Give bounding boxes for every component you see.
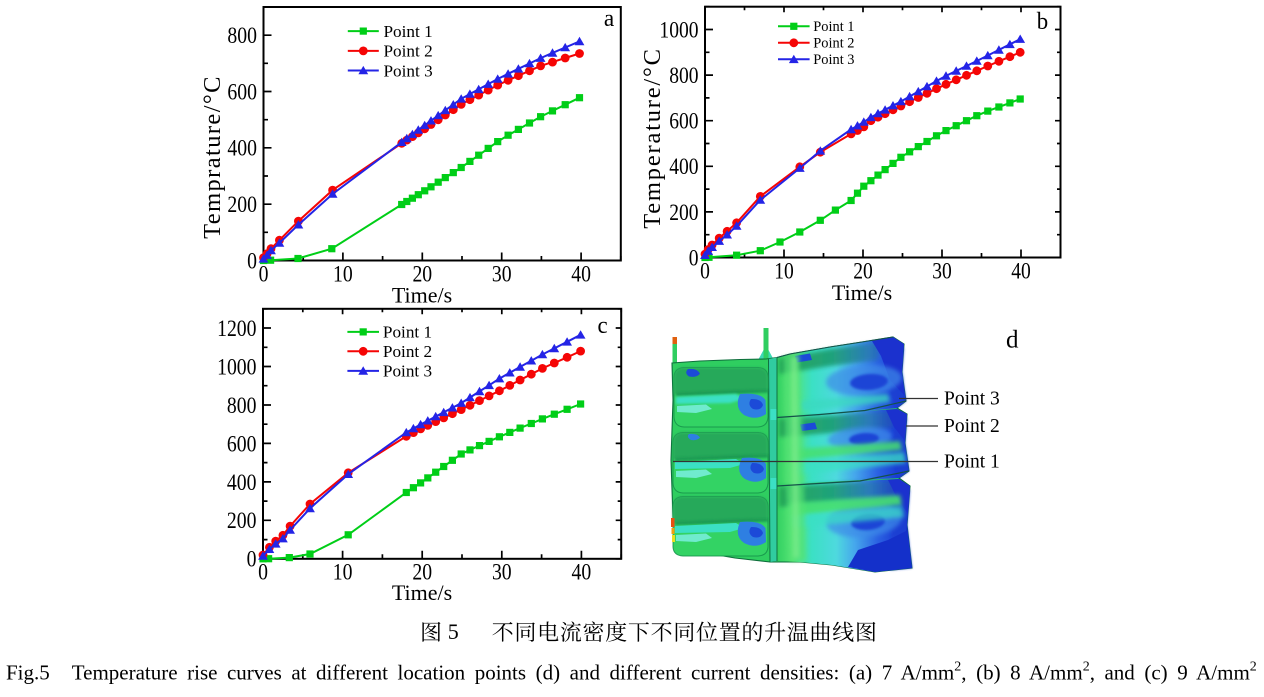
svg-text:1000: 1000	[217, 354, 256, 380]
svg-text:10: 10	[333, 559, 353, 585]
svg-text:400: 400	[669, 154, 698, 180]
svg-text:0: 0	[258, 559, 268, 585]
svg-text:800: 800	[669, 63, 698, 89]
svg-text:40: 40	[1011, 258, 1031, 284]
svg-text:1200: 1200	[217, 315, 256, 341]
svg-text:30: 30	[492, 559, 512, 585]
svg-text:Temprature/°C: Temprature/°C	[199, 75, 226, 239]
svg-text:200: 200	[227, 508, 257, 534]
svg-text:Point 2: Point 2	[813, 36, 854, 52]
svg-text:0: 0	[700, 258, 710, 284]
svg-text:400: 400	[227, 469, 257, 495]
svg-text:d: d	[1006, 326, 1019, 353]
svg-text:20: 20	[412, 261, 432, 287]
svg-text:10: 10	[333, 261, 353, 287]
svg-text:Point 1: Point 1	[813, 19, 854, 35]
svg-text:30: 30	[492, 261, 512, 287]
svg-text:Time/s: Time/s	[392, 580, 452, 605]
svg-text:40: 40	[572, 559, 592, 585]
svg-text:30: 30	[932, 258, 952, 284]
svg-text:0: 0	[247, 546, 257, 572]
svg-text:Temperature/°C: Temperature/°C	[639, 47, 666, 229]
svg-text:Time/s: Time/s	[832, 280, 892, 305]
svg-text:b: b	[1037, 8, 1048, 35]
svg-text:10: 10	[774, 258, 794, 284]
svg-text:600: 600	[227, 79, 257, 105]
svg-text:400: 400	[227, 135, 257, 161]
svg-text:Point 1: Point 1	[383, 323, 432, 342]
svg-text:Point 3: Point 3	[944, 389, 1000, 410]
svg-text:Point 1: Point 1	[944, 452, 1000, 473]
svg-text:600: 600	[669, 108, 698, 134]
svg-text:Point 2: Point 2	[383, 342, 432, 361]
svg-text:800: 800	[227, 392, 257, 418]
svg-text:Point 2: Point 2	[944, 416, 1000, 437]
svg-text:5: 5	[448, 619, 459, 644]
svg-text:800: 800	[227, 23, 257, 49]
svg-text:a: a	[604, 5, 615, 32]
svg-text:c: c	[597, 312, 607, 339]
svg-text:200: 200	[227, 192, 257, 218]
svg-text:200: 200	[669, 199, 698, 225]
svg-text:40: 40	[571, 261, 591, 287]
svg-text:20: 20	[853, 258, 873, 284]
svg-text:0: 0	[689, 245, 699, 271]
svg-text:Point 3: Point 3	[813, 52, 854, 68]
svg-text:0: 0	[247, 248, 257, 274]
svg-text:Point 1: Point 1	[384, 22, 433, 41]
svg-text:1000: 1000	[659, 17, 698, 43]
svg-text:Point 3: Point 3	[383, 362, 432, 381]
svg-text:Time/s: Time/s	[392, 283, 452, 308]
svg-text:0: 0	[259, 261, 269, 287]
svg-text:Point 2: Point 2	[384, 42, 433, 61]
svg-text:600: 600	[227, 431, 257, 457]
svg-text:Point 3: Point 3	[384, 61, 433, 80]
svg-text:20: 20	[412, 559, 432, 585]
